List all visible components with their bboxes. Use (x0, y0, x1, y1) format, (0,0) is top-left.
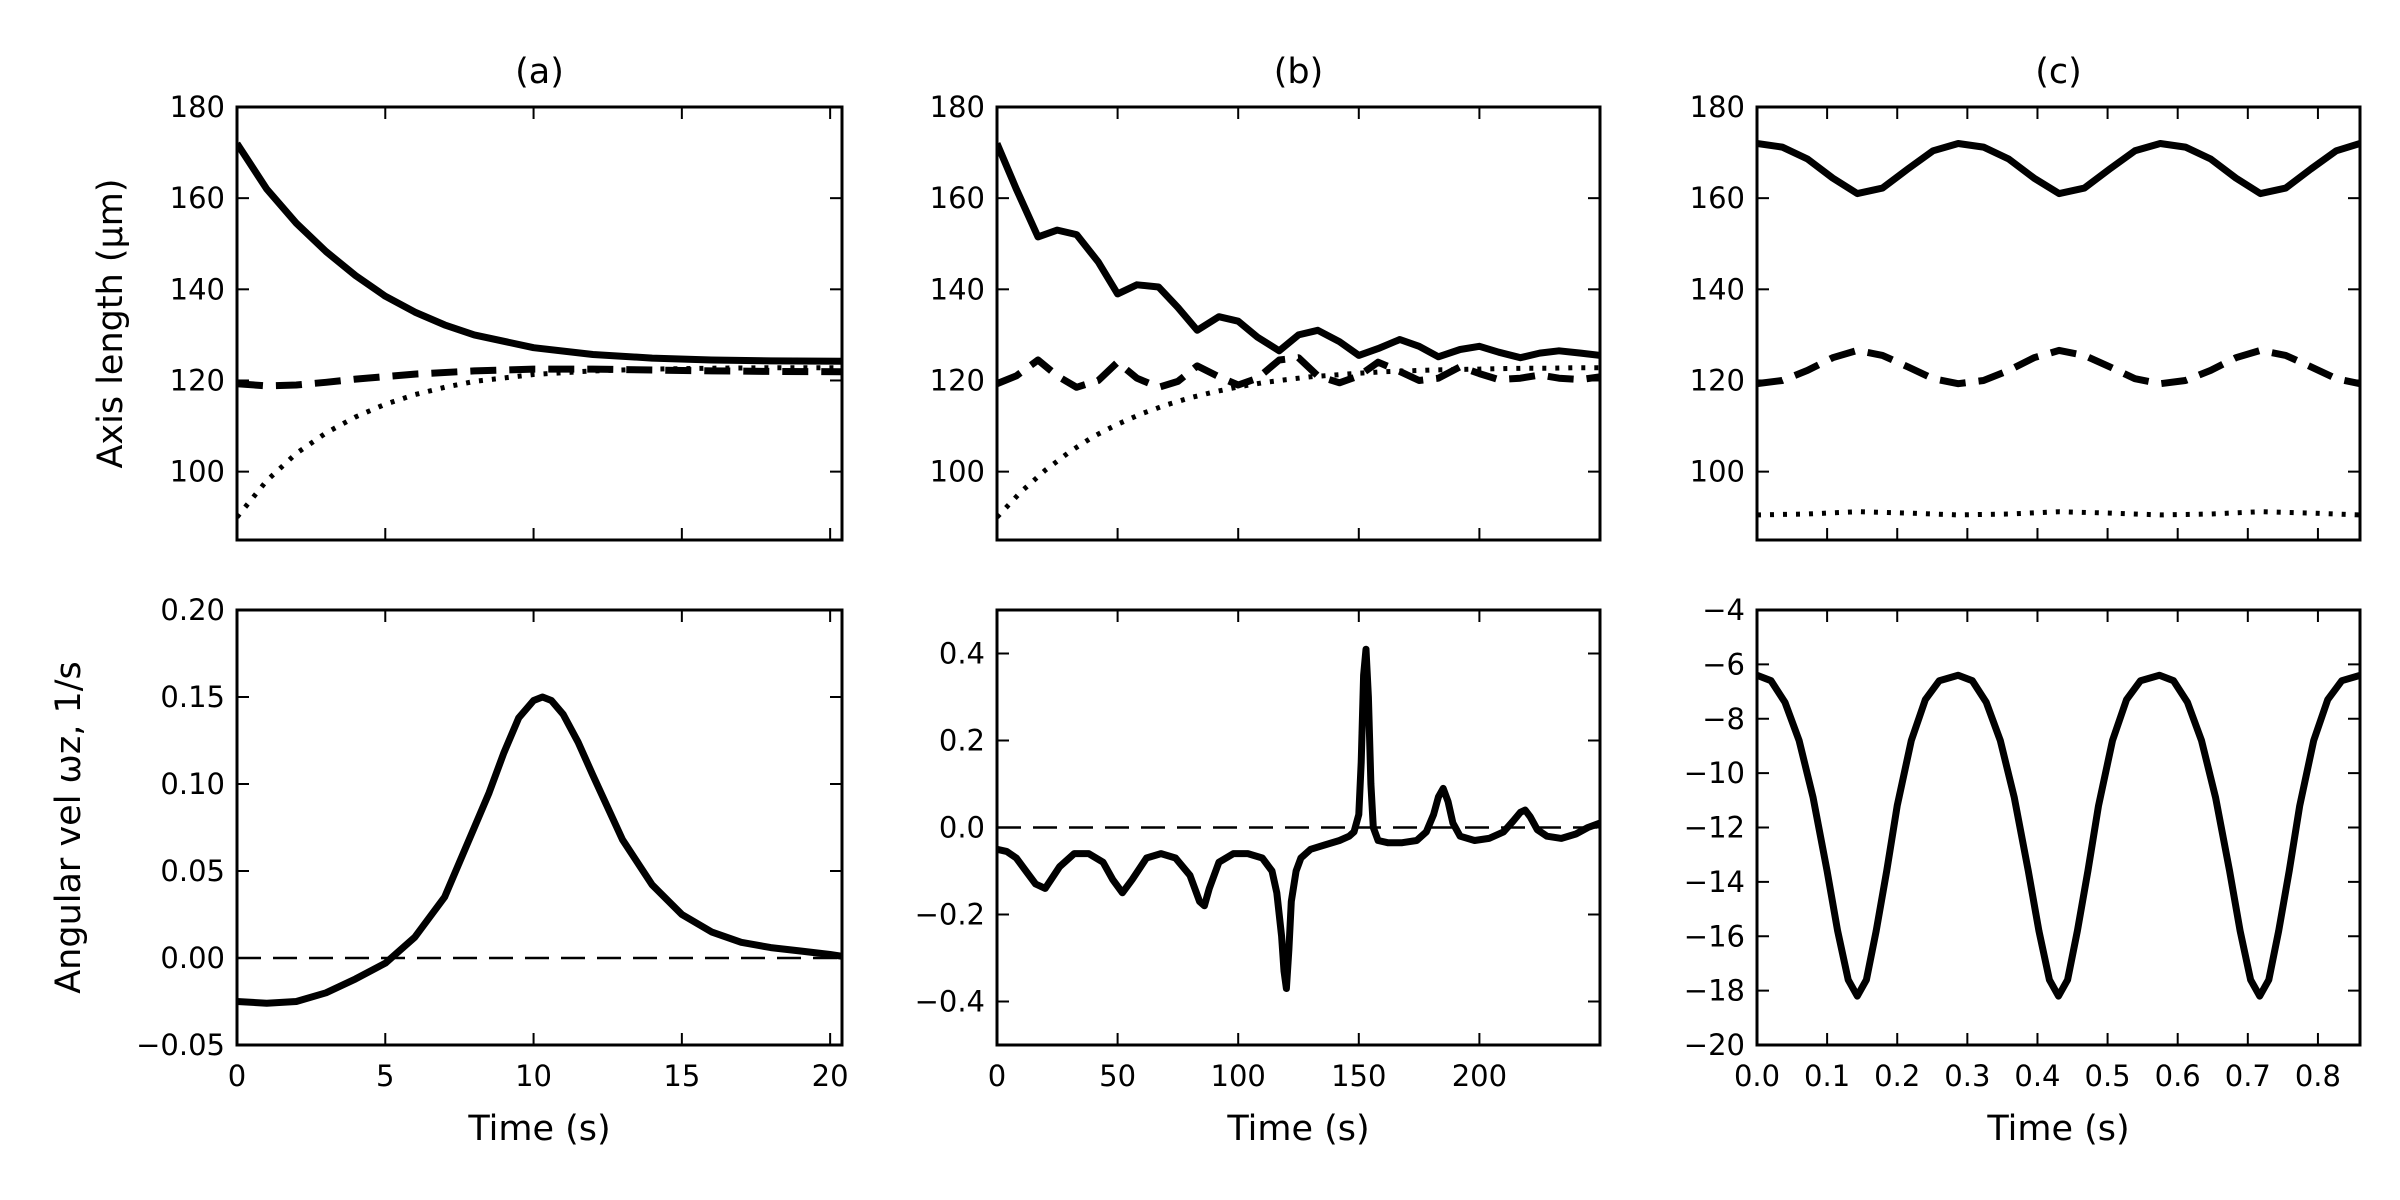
x-tick-label: 20 (812, 1059, 849, 1093)
y-tick-label: −6 (1702, 647, 1745, 681)
y-axis-label: Angular vel ωz, 1/s (49, 661, 89, 994)
x-tick-label: 0.2 (1874, 1059, 1920, 1093)
y-tick-label: 100 (1690, 455, 1745, 489)
y-tick-label: −20 (1684, 1028, 1745, 1062)
y-tick-label: 160 (930, 181, 985, 215)
subplot-b-top: 100 120 140 160 180 (b) (930, 52, 1602, 542)
y-tick-label: −0.4 (915, 985, 985, 1019)
series-axis-1-line (237, 141, 842, 365)
plot-area (1757, 671, 2360, 1000)
y-tick-label: 0.2 (939, 724, 985, 758)
subplot-title: (b) (1274, 52, 1324, 92)
y-tick-label: −0.05 (136, 1028, 225, 1062)
y-tick-label: 160 (1690, 181, 1745, 215)
series-axis-2-line (1757, 346, 2360, 388)
plot-frame (235, 608, 844, 1047)
x-tick-label: 150 (1331, 1059, 1386, 1093)
x-tick-label: 50 (1099, 1059, 1136, 1093)
plot-area (997, 645, 1600, 992)
subplot-a-top: 100 120 140 160 180 (a) Axis length (μm) (91, 52, 844, 542)
x-tick-label: 0.1 (1804, 1059, 1850, 1093)
x-tick-label: 100 (1211, 1059, 1266, 1093)
y-tick-label: 180 (930, 90, 985, 124)
plot-frame (995, 608, 1602, 1047)
plot-area (237, 141, 842, 519)
plot-frame (1755, 105, 2362, 542)
subplot-b-bottom: 0 50 100 150 200 −0.4 −0.2 0.0 0.2 0.4 Time (s) (915, 608, 1602, 1149)
y-tick-label: 120 (930, 363, 985, 397)
y-tick-label: −14 (1684, 865, 1745, 899)
x-tick-label: 5 (376, 1059, 394, 1093)
x-tick-label: 0 (228, 1059, 246, 1093)
y-tick-label: −0.2 (915, 898, 985, 932)
x-tick-label: 0.3 (1944, 1059, 1990, 1093)
series-axis-1-line (1757, 140, 2360, 198)
y-tick-label: −16 (1684, 919, 1745, 953)
plot-frame (995, 105, 1602, 542)
series-omega-z-line (997, 645, 1600, 992)
y-tick-label: −12 (1684, 811, 1745, 845)
series-axis-3-line (997, 365, 1600, 519)
plot-area (237, 693, 842, 1007)
x-tick-label: 0.0 (1734, 1059, 1780, 1093)
y-tick-label: 0.10 (160, 767, 225, 801)
y-tick-label: 140 (170, 272, 225, 306)
y-tick-label: 100 (930, 455, 985, 489)
y-tick-label: 180 (170, 90, 225, 124)
plot-area (997, 142, 1600, 519)
series-axis-2-line (237, 365, 842, 390)
plot-area (1757, 140, 2360, 518)
x-axis-label: Time (s) (467, 1109, 610, 1149)
x-tick-label: 0.5 (2085, 1059, 2131, 1093)
y-tick-label: 100 (170, 455, 225, 489)
y-tick-label: 120 (170, 363, 225, 397)
y-tick-label: 0.05 (160, 854, 225, 888)
series-omega-z-line (237, 693, 842, 1007)
y-tick-label: −4 (1702, 593, 1745, 627)
x-tick-label: 0.7 (2225, 1059, 2271, 1093)
y-tick-label: 0.0 (939, 811, 985, 845)
x-tick-label: 10 (515, 1059, 552, 1093)
y-axis-label: Axis length (μm) (91, 178, 131, 468)
subplot-a-bottom: 0 5 10 15 20 −0.05 0.00 0.05 0.10 0.15 0.20 Time (s… (49, 593, 849, 1149)
x-tick-label: 0 (988, 1059, 1006, 1093)
series-axis-3-line (237, 365, 842, 519)
series-omega-z-line (1757, 671, 2360, 1000)
y-tick-label: 140 (930, 272, 985, 306)
series-axis-2-line (997, 354, 1600, 391)
x-tick-label: 0.4 (2014, 1059, 2060, 1093)
y-tick-label: 120 (1690, 363, 1745, 397)
plot-frame (235, 105, 844, 542)
series-axis-1-line (997, 142, 1600, 362)
subplot-c-top: 100 120 140 160 180 (c) (1690, 52, 2362, 542)
x-axis-label: Time (s) (1986, 1109, 2129, 1149)
x-tick-label: 0.8 (2295, 1059, 2341, 1093)
subplot-title: (a) (515, 52, 564, 92)
x-tick-label: 0.6 (2155, 1059, 2201, 1093)
x-tick-label: 200 (1452, 1059, 1507, 1093)
y-tick-label: 0.4 (939, 637, 985, 671)
y-tick-label: −18 (1684, 974, 1745, 1008)
series-axis-3-line (1757, 509, 2360, 518)
plot-frame (1755, 608, 2362, 1047)
subplot-c-bottom: 0.0 0.1 0.2 0.3 0.4 0.5 0.6 0.7 0.8 −20 −18 −16 −14 −… (1684, 593, 2362, 1149)
y-tick-label: 180 (1690, 90, 1745, 124)
y-tick-label: 0.15 (160, 680, 225, 714)
y-tick-label: 0.20 (160, 593, 225, 627)
y-tick-label: −8 (1702, 702, 1745, 736)
y-tick-label: −10 (1684, 756, 1745, 790)
x-tick-label: 15 (663, 1059, 700, 1093)
y-tick-label: 140 (1690, 272, 1745, 306)
subplot-title: (c) (2035, 52, 2082, 92)
y-tick-label: 160 (170, 181, 225, 215)
y-tick-label: 0.00 (160, 941, 225, 975)
x-axis-label: Time (s) (1226, 1109, 1369, 1149)
